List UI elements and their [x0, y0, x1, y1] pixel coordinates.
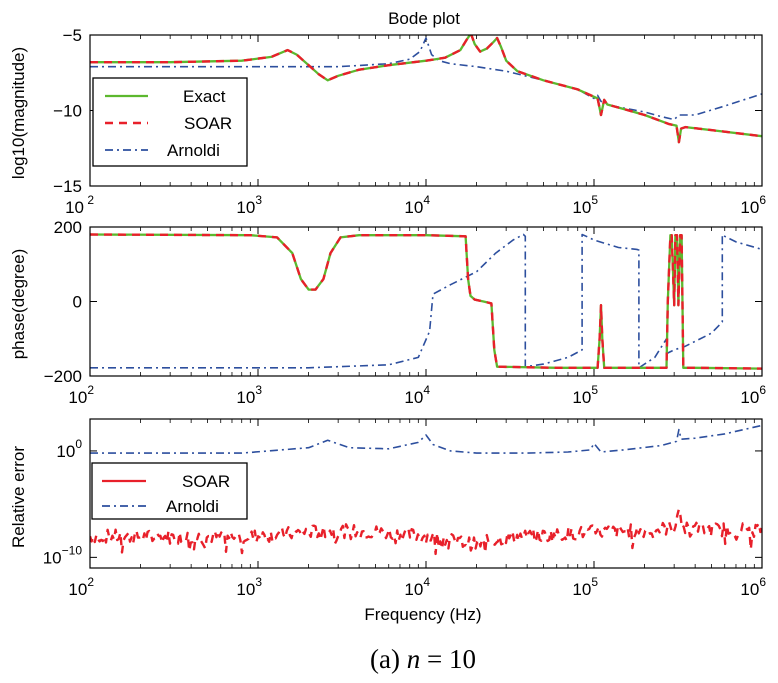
x-tick-label: 103	[236, 193, 262, 217]
y-tick-label: 100	[56, 437, 82, 461]
legend-box	[91, 462, 248, 520]
y-tick-label: 200	[54, 218, 82, 237]
series-line-arnoldi	[90, 424, 762, 454]
x-tick-label: 105	[572, 383, 598, 407]
magnitude-legend: Exact SOAR Arnoldi	[92, 77, 248, 167]
frequency-x-label: Frequency (Hz)	[364, 605, 481, 624]
series-line-exact	[90, 233, 762, 370]
chart-title: Bode plot	[388, 9, 460, 28]
phase-y-label: phase(degree)	[9, 249, 28, 360]
legend-box	[92, 77, 248, 167]
caption-prefix: (a)	[370, 644, 400, 674]
caption-variable: n	[407, 644, 421, 674]
legend-arnoldi-label: Arnoldi	[167, 141, 220, 160]
magnitude-plot-area: 10 2 103 104 105 106 −5 −10 −15	[53, 26, 766, 217]
caption-value: 10	[449, 644, 476, 674]
figure-caption: (a) n = 10	[370, 644, 476, 674]
y-tick-label: 10−10	[43, 543, 83, 567]
x-tick-label: 104	[404, 575, 430, 599]
axes-frame	[89, 418, 763, 569]
y-tick-label: 0	[73, 293, 82, 312]
series-line-arnoldi	[90, 233, 762, 369]
caption-equals: =	[427, 644, 442, 674]
y-tick-label: −5	[63, 26, 82, 45]
y-tick-label: −10	[53, 102, 82, 121]
legend-soar-label: SOAR	[182, 472, 230, 491]
error-panel: Relative error Frequency (Hz) 102 103 104 1…	[9, 418, 766, 624]
x-tick-label: 106	[740, 575, 766, 599]
phase-plot-area: 102 103 104 105 106 200 0 −200	[44, 218, 767, 407]
axes-frame	[89, 226, 763, 377]
series-line-soar	[90, 35, 762, 144]
phase-panel: phase(degree) 102 103 104 105 106 200 0 −200	[9, 218, 766, 407]
x-tick-label: 105	[572, 193, 598, 217]
series-line-soar	[90, 233, 762, 370]
magnitude-y-label: log10(magnitude)	[9, 47, 28, 179]
y-tick-label: −15	[53, 177, 82, 196]
x-tick-label: 102	[68, 575, 94, 599]
x-tick-label: 104	[404, 383, 430, 407]
error-plot-area: 102 103 104 105 106 100 10−10	[43, 418, 766, 599]
x-tick-label: 106	[740, 383, 766, 407]
error-legend: SOAR Arnoldi	[91, 462, 248, 520]
x-tick-label: 10 2	[65, 193, 94, 217]
error-y-label: Relative error	[9, 446, 28, 548]
x-tick-label: 106	[740, 193, 766, 217]
x-tick-label: 102	[68, 383, 94, 407]
legend-exact-label: Exact	[183, 87, 226, 106]
y-tick-label: −200	[44, 367, 82, 386]
x-tick-label: 104	[404, 193, 430, 217]
legend-arnoldi-label: Arnoldi	[166, 497, 219, 516]
legend-soar-label: SOAR	[184, 114, 232, 133]
series-line-soar	[90, 508, 762, 556]
magnitude-panel: Bode plot log10(magnitude) 10 2 103 104 105…	[9, 9, 766, 217]
x-tick-label: 103	[236, 575, 262, 599]
axes-frame	[89, 34, 763, 187]
x-tick-label: 103	[236, 383, 262, 407]
x-tick-label: 105	[572, 575, 598, 599]
